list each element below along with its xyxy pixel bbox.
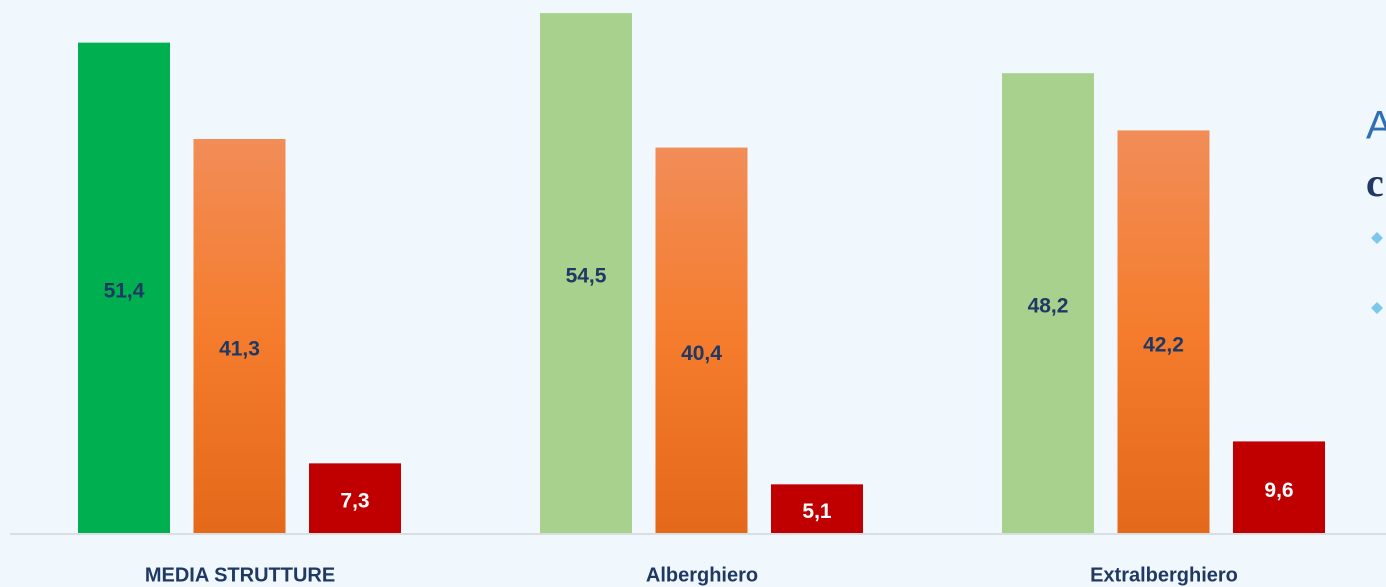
side-text: c [1366, 160, 1384, 205]
data-label: 51,4 [104, 279, 145, 302]
bar [78, 42, 170, 533]
bar [655, 147, 748, 534]
bar [1233, 441, 1325, 533]
data-label: 5,1 [802, 500, 832, 523]
bar [193, 138, 286, 534]
bar [771, 484, 863, 533]
data-label: 41,3 [219, 338, 260, 361]
data-label: 9,6 [1264, 479, 1293, 502]
bar [309, 463, 401, 533]
x-tick-label: Alberghiero [646, 564, 758, 586]
x-tick-label: MEDIA STRUTTURE [145, 564, 335, 586]
data-label: 42,2 [1143, 333, 1184, 356]
data-label: 40,4 [681, 342, 722, 365]
bar [1117, 130, 1210, 534]
bar [1002, 73, 1094, 533]
data-label: 54,5 [566, 265, 607, 288]
data-label: 48,2 [1028, 295, 1069, 318]
data-label: 7,3 [340, 490, 369, 513]
bar [540, 13, 632, 533]
side-text: A [1366, 104, 1386, 148]
x-tick-label: Extralberghiero [1090, 564, 1238, 586]
